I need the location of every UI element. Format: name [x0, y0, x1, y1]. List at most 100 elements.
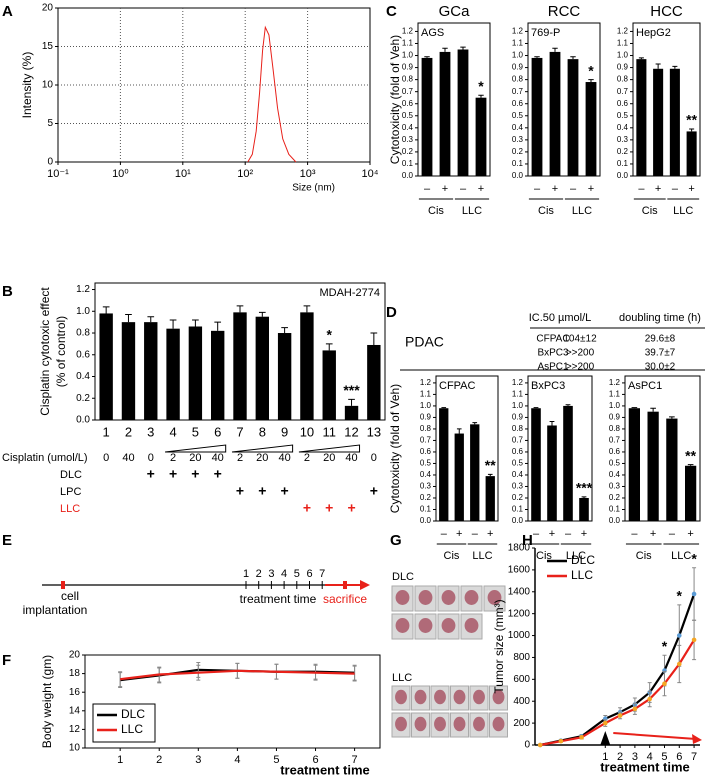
x-tick-label: – — [533, 528, 540, 540]
y-tick-label: 400 — [513, 696, 530, 707]
x-tick-label: – — [669, 528, 676, 540]
y-tick-label: 15 — [42, 41, 54, 52]
bar — [549, 51, 561, 176]
x-axis-label: treatment time — [280, 762, 370, 777]
tumor — [473, 689, 485, 705]
x-tick-label: – — [460, 183, 467, 195]
tumor — [418, 618, 433, 633]
bar — [653, 68, 664, 176]
x-tick-label: + — [650, 528, 656, 540]
y-tick-label: 0.4 — [420, 470, 432, 479]
row-cell: 2 — [304, 452, 310, 464]
error-bar — [125, 314, 132, 323]
error-bar — [352, 665, 357, 682]
x-tick-label: 2 — [156, 754, 162, 766]
bar — [439, 408, 449, 521]
panel-letter: C — [386, 3, 397, 20]
x-tick-label: – — [424, 183, 431, 195]
legend-label: DLC — [121, 707, 145, 721]
dose-wedge — [165, 444, 227, 453]
y-tick-label: 0.4 — [617, 123, 629, 132]
y-tick-label: 1.0 — [512, 51, 524, 60]
error-bar — [672, 65, 678, 69]
bar — [666, 418, 678, 521]
treatment-arrow — [613, 732, 697, 740]
error-bar — [325, 343, 333, 351]
cell-line-label: AsPC1 — [628, 380, 662, 392]
y-axis-label: Cisplatin cytotoxic effect — [38, 287, 52, 416]
cell-line-label: CFPAC — [439, 380, 476, 392]
error-bar — [638, 57, 644, 60]
table-cell: BxPC3 — [537, 348, 569, 359]
significance-label: ** — [685, 447, 696, 463]
x-tick-label: 11 — [322, 424, 336, 439]
data-point — [676, 633, 682, 638]
data-point — [691, 637, 697, 643]
y-tick-label: 0.2 — [402, 147, 414, 156]
x-tick-label: 7 — [352, 754, 358, 766]
x-tick-label: + — [581, 528, 587, 540]
y-tick-label: 18 — [69, 668, 81, 679]
y-tick-label: 0.2 — [617, 147, 629, 156]
error-bar — [487, 473, 493, 477]
y-tick-label: 0.2 — [512, 147, 524, 156]
row-cell: 0 — [371, 452, 377, 464]
y-tick-label: 0.8 — [609, 424, 621, 433]
error-bar — [570, 56, 576, 60]
group-label: LLC — [392, 672, 412, 684]
bar — [421, 57, 433, 176]
plot-frame — [527, 375, 593, 522]
bar — [121, 322, 136, 420]
row-cell: 20 — [323, 452, 335, 464]
y-tick-label: 600 — [513, 674, 530, 685]
x-tick-label: – — [638, 183, 645, 195]
significance-label: * — [677, 588, 683, 604]
tumor — [464, 590, 479, 605]
y-tick-label: 0.5 — [617, 111, 629, 120]
error-bar — [442, 47, 448, 52]
dose-wedge — [231, 444, 294, 453]
y-tick-label: 20 — [69, 650, 81, 661]
column-header: IC.50 µmol/L — [529, 312, 592, 324]
x-tick-label: 4 — [234, 754, 240, 766]
y-tick-label: 800 — [513, 652, 530, 663]
x-tick-label: 4 — [647, 751, 653, 763]
error-bar — [581, 496, 587, 498]
y-tick-label: 0.9 — [512, 63, 524, 72]
y-tick-label: 0.3 — [512, 135, 524, 144]
panel-title: RCC — [548, 3, 581, 20]
day-label: 6 — [306, 568, 312, 580]
tumor — [453, 716, 466, 732]
y-tick-label: 1.0 — [402, 51, 414, 60]
x-tick-label: 6 — [312, 754, 318, 766]
start-marker — [600, 731, 611, 745]
dose-wedge — [298, 444, 361, 453]
x-tick-label: + — [456, 528, 462, 540]
tumor — [395, 689, 407, 705]
bar — [628, 408, 640, 521]
significance-label: * — [327, 327, 333, 343]
x-tick-label: 6 — [676, 751, 682, 763]
x-axis-label: Size (nm) — [292, 183, 335, 194]
y-tick-label: 0.8 — [617, 75, 629, 84]
plot-frame — [527, 22, 601, 177]
x-tick-label: – — [534, 183, 541, 195]
error-bar — [303, 305, 311, 313]
x-tick-label: + — [549, 528, 555, 540]
x-tick-label: 13 — [367, 424, 381, 439]
cell-line-label: BxPC3 — [531, 380, 565, 392]
x-tick-label: 1 — [602, 751, 608, 763]
treatment-arrowhead — [692, 734, 702, 744]
x-tick-label: 8 — [259, 424, 266, 439]
plot-frame — [435, 375, 499, 522]
significance-label: * — [691, 550, 697, 566]
data-point — [662, 681, 667, 687]
group-label: Cis — [444, 550, 460, 562]
y-tick-label: 0.0 — [512, 516, 524, 525]
y-tick-label: 0.4 — [402, 123, 414, 132]
plot-frame — [632, 22, 701, 177]
row-cell: + — [370, 483, 378, 499]
data-point — [537, 742, 543, 748]
tumor — [441, 618, 456, 633]
x-tick-label: + — [688, 183, 694, 195]
